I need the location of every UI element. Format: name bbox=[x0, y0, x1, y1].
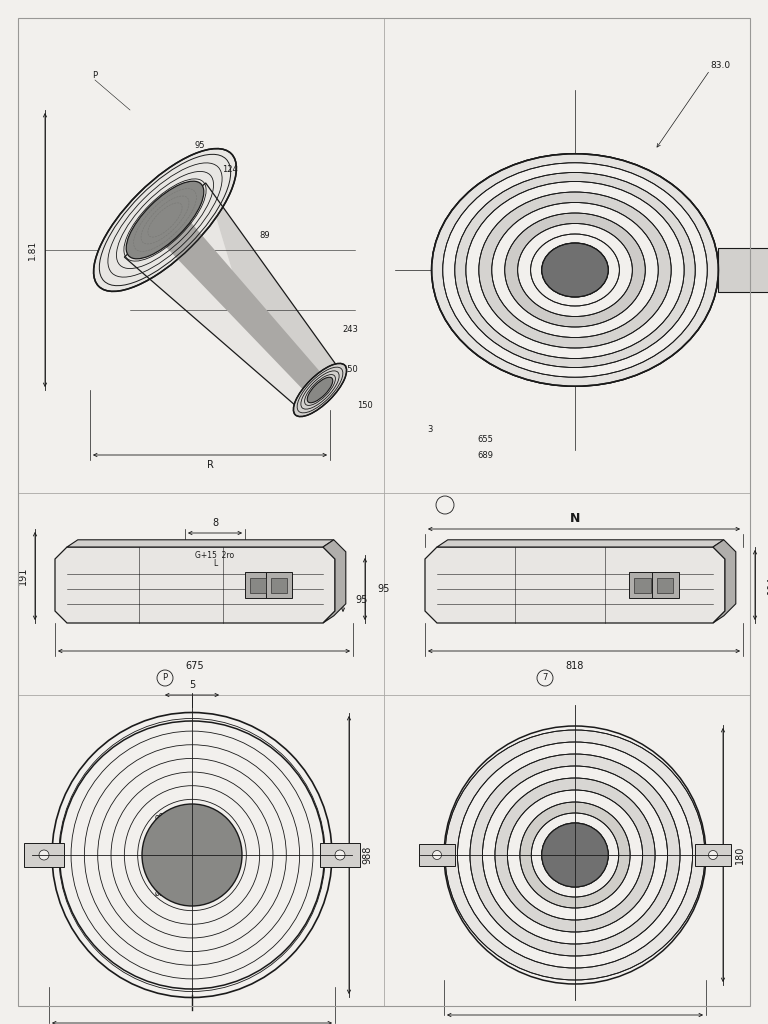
Ellipse shape bbox=[541, 823, 608, 887]
Text: 8: 8 bbox=[212, 518, 218, 528]
Polygon shape bbox=[634, 579, 650, 593]
Text: 818: 818 bbox=[566, 662, 584, 671]
Ellipse shape bbox=[492, 203, 658, 338]
Text: 89: 89 bbox=[260, 230, 270, 240]
Text: 7: 7 bbox=[542, 674, 548, 683]
Ellipse shape bbox=[458, 742, 693, 968]
Text: N: N bbox=[570, 512, 580, 525]
Polygon shape bbox=[657, 579, 673, 593]
Ellipse shape bbox=[307, 377, 333, 402]
Text: 675: 675 bbox=[186, 662, 204, 671]
Text: 95: 95 bbox=[355, 595, 367, 605]
Polygon shape bbox=[246, 571, 270, 598]
Text: 104: 104 bbox=[767, 575, 768, 594]
Ellipse shape bbox=[444, 726, 706, 984]
Ellipse shape bbox=[445, 730, 705, 980]
Ellipse shape bbox=[432, 154, 718, 386]
Ellipse shape bbox=[508, 790, 643, 920]
Circle shape bbox=[432, 851, 442, 859]
Polygon shape bbox=[629, 571, 656, 598]
Text: R: R bbox=[207, 460, 214, 470]
Polygon shape bbox=[124, 183, 320, 409]
Text: L: L bbox=[213, 558, 217, 567]
Text: 7: 7 bbox=[442, 501, 448, 510]
Text: P: P bbox=[92, 71, 98, 80]
Text: ø0: ø0 bbox=[155, 889, 165, 897]
Circle shape bbox=[157, 670, 173, 686]
Polygon shape bbox=[55, 547, 335, 623]
Text: 95: 95 bbox=[195, 140, 205, 150]
Ellipse shape bbox=[442, 163, 707, 377]
Text: G+15  2ro: G+15 2ro bbox=[195, 551, 234, 559]
Text: 689: 689 bbox=[477, 451, 493, 460]
Ellipse shape bbox=[520, 802, 630, 908]
Text: 150: 150 bbox=[342, 366, 358, 375]
Circle shape bbox=[436, 496, 454, 514]
Polygon shape bbox=[651, 571, 678, 598]
Polygon shape bbox=[206, 183, 341, 390]
Polygon shape bbox=[425, 547, 725, 623]
Ellipse shape bbox=[505, 213, 645, 327]
Text: 655: 655 bbox=[477, 435, 493, 444]
Text: 3: 3 bbox=[427, 426, 432, 434]
Polygon shape bbox=[24, 843, 64, 867]
Ellipse shape bbox=[541, 243, 608, 297]
Text: 95: 95 bbox=[377, 584, 389, 594]
Text: 83.0: 83.0 bbox=[710, 60, 730, 70]
Polygon shape bbox=[695, 844, 731, 866]
Text: ø0: ø0 bbox=[155, 812, 165, 821]
Text: 988: 988 bbox=[362, 846, 372, 864]
Text: 1.81: 1.81 bbox=[28, 240, 37, 260]
Ellipse shape bbox=[470, 754, 680, 956]
Ellipse shape bbox=[455, 172, 695, 368]
Circle shape bbox=[39, 850, 49, 860]
Text: 180: 180 bbox=[735, 846, 745, 864]
Polygon shape bbox=[67, 540, 334, 547]
Polygon shape bbox=[271, 579, 286, 593]
Ellipse shape bbox=[142, 804, 242, 906]
Ellipse shape bbox=[531, 813, 619, 897]
Polygon shape bbox=[419, 844, 455, 866]
Polygon shape bbox=[713, 540, 736, 623]
Text: 191: 191 bbox=[18, 567, 28, 585]
Text: 150: 150 bbox=[357, 400, 373, 410]
Ellipse shape bbox=[432, 154, 718, 386]
Ellipse shape bbox=[466, 181, 684, 358]
Polygon shape bbox=[266, 571, 292, 598]
Polygon shape bbox=[250, 579, 266, 593]
Polygon shape bbox=[320, 843, 360, 867]
Ellipse shape bbox=[94, 148, 237, 292]
Text: P: P bbox=[163, 674, 167, 683]
Text: 5: 5 bbox=[189, 680, 195, 690]
Circle shape bbox=[335, 850, 345, 860]
Ellipse shape bbox=[482, 766, 667, 944]
Circle shape bbox=[709, 851, 717, 859]
Polygon shape bbox=[718, 248, 768, 292]
Polygon shape bbox=[437, 540, 723, 547]
Ellipse shape bbox=[293, 364, 346, 417]
Ellipse shape bbox=[52, 713, 332, 997]
Text: 243: 243 bbox=[342, 326, 358, 335]
Ellipse shape bbox=[478, 193, 671, 348]
Text: 124: 124 bbox=[222, 166, 238, 174]
Ellipse shape bbox=[518, 223, 632, 316]
Ellipse shape bbox=[126, 181, 204, 259]
Polygon shape bbox=[152, 208, 329, 398]
Ellipse shape bbox=[495, 778, 655, 932]
Circle shape bbox=[537, 670, 553, 686]
Polygon shape bbox=[323, 540, 346, 623]
